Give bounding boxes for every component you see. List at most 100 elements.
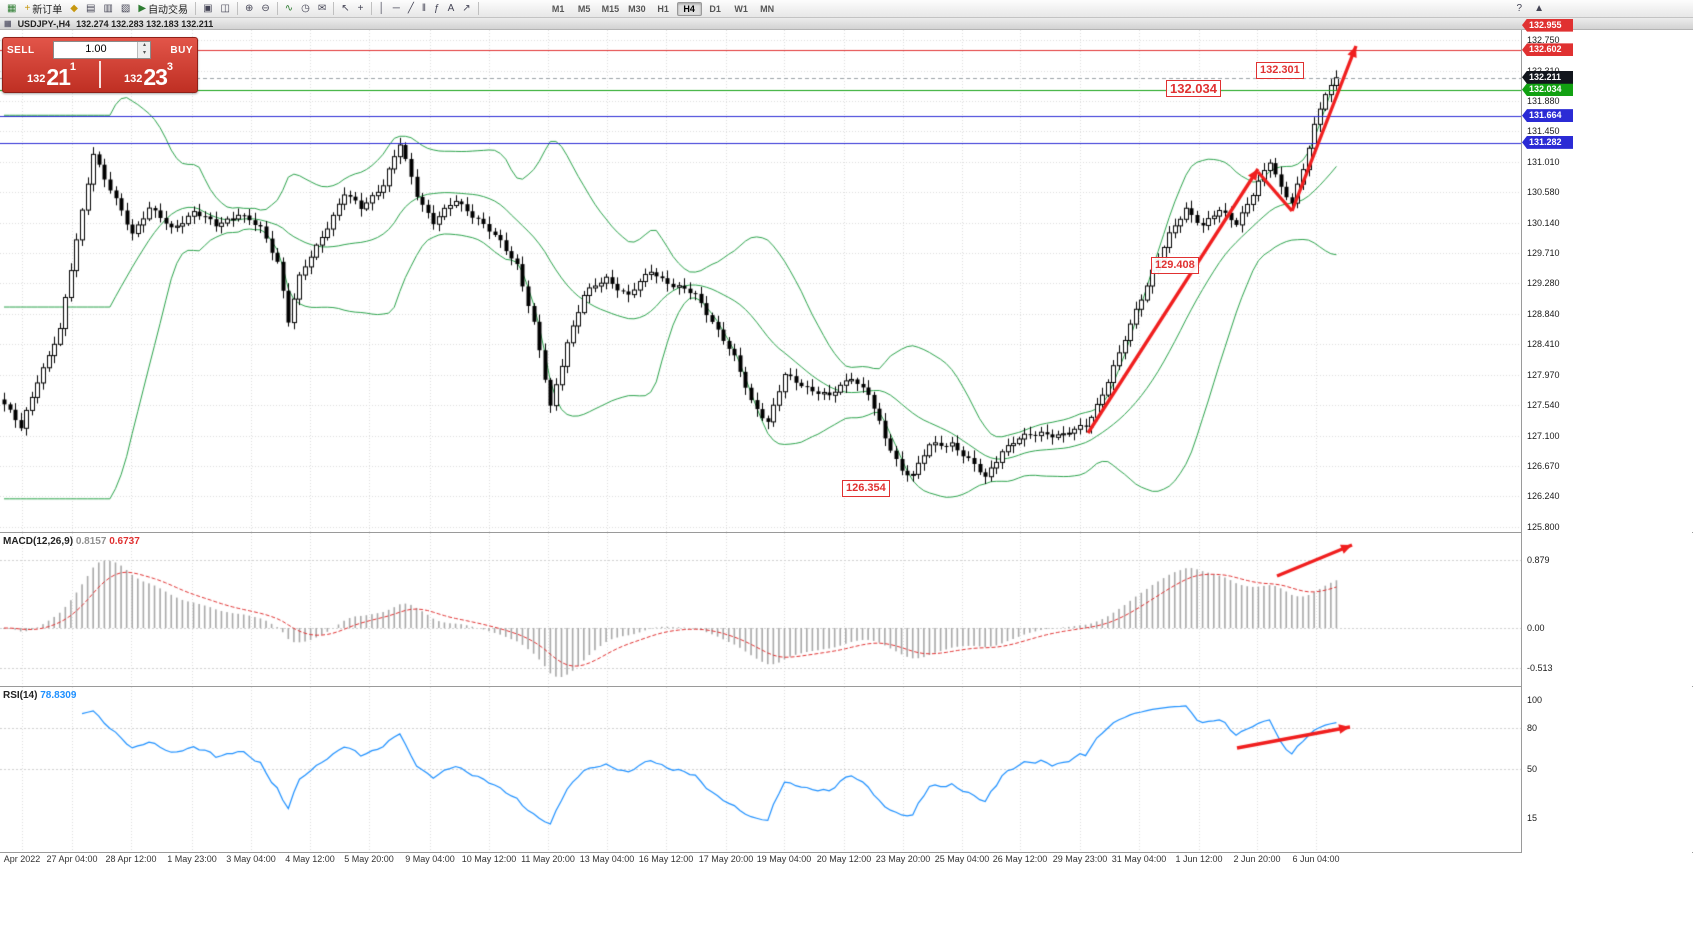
arrow-object-icon: ↗ — [462, 2, 471, 14]
text-label-button[interactable]: A — [444, 0, 459, 17]
data-window-button[interactable]: ▤ — [82, 0, 99, 17]
macd-value-signal: 0.6737 — [109, 536, 140, 547]
timeframe-d1[interactable]: D1 — [709, 3, 721, 14]
price-tick-label: 131.450 — [1527, 126, 1560, 137]
scroll-to-end-icon: ▲ — [1534, 2, 1544, 14]
price-tick-label: 127.970 — [1527, 369, 1560, 380]
toolbar-right-group: ? ▲ — [1513, 0, 1548, 17]
time-axis-label: 3 May 04:00 — [226, 854, 276, 864]
bid-small: 132 — [26, 73, 46, 85]
vertical-line-button[interactable]: │ — [375, 0, 389, 17]
ask-sup: 3 — [166, 61, 174, 73]
clock-button[interactable]: ◷ — [297, 0, 314, 17]
timeframe-m30[interactable]: M30 — [628, 3, 646, 14]
cascade-windows-button[interactable]: ◫ — [217, 0, 234, 17]
timeframe-h4[interactable]: H4 — [676, 1, 702, 16]
macd-axis-label: -0.513 — [1527, 662, 1553, 673]
toolbar-separator — [333, 2, 335, 15]
time-axis-label: 23 May 20:00 — [875, 854, 931, 864]
panel-separator[interactable] — [0, 532, 1693, 533]
new-order-icon: + — [24, 2, 31, 14]
autotrading-button[interactable]: ▶ 自动交易 — [134, 0, 192, 17]
navigator-icon: ▥ — [103, 2, 113, 14]
scroll-to-end-button[interactable]: ▲ — [1530, 0, 1548, 17]
buy-button[interactable]: BUY — [170, 44, 193, 56]
panel-separator[interactable] — [0, 686, 1693, 687]
mail-button[interactable]: ✉ — [314, 0, 330, 17]
horizontal-line-button[interactable]: ─ — [389, 0, 404, 17]
timeframe-m15[interactable]: M15 — [601, 3, 620, 14]
volume-decrease-button[interactable]: ▾ — [138, 50, 151, 58]
price-axis[interactable]: 132.750132.310131.880131.450131.010130.5… — [1522, 18, 1692, 868]
timeframe-h1[interactable]: H1 — [657, 3, 669, 14]
zoom-out-button[interactable]: ⊖ — [257, 0, 273, 17]
tile-windows-icon: ▣ — [203, 2, 213, 14]
trendline-icon: ╱ — [407, 2, 414, 14]
bid-big: 21 — [46, 64, 71, 90]
sell-button[interactable]: SELL — [7, 44, 35, 56]
toolbar-separator — [195, 2, 197, 15]
equidistant-channel-button[interactable]: ‖ — [418, 0, 430, 17]
hline-price-tag: 132.602 — [1522, 43, 1573, 57]
autotrading-label: 自动交易 — [148, 5, 189, 16]
fibonacci-icon: ƒ — [434, 2, 440, 14]
rsi-axis-label: 80 — [1527, 722, 1538, 733]
main-chart-canvas[interactable] — [0, 30, 1521, 532]
new-order-button[interactable]: + 新订单 — [20, 0, 66, 17]
hline-price-tag: 132.034 — [1522, 83, 1573, 97]
time-axis-label: 26 May 12:00 — [992, 854, 1048, 864]
macd-axis-label: 0.00 — [1527, 623, 1545, 633]
crosshair-button[interactable]: + — [354, 0, 368, 17]
rsi-axis-label: 100 — [1527, 695, 1543, 705]
zoom-in-icon: ⊕ — [244, 2, 254, 14]
price-tick-label: 126.670 — [1527, 461, 1560, 472]
trendline-button[interactable]: ╱ — [404, 0, 418, 17]
price-tick-label: 129.280 — [1527, 278, 1560, 289]
macd-panel-canvas[interactable] — [0, 533, 1521, 686]
indicators-icon: ∿ — [284, 2, 294, 14]
time-axis[interactable]: Apr 2022 27 Apr 04:00 28 Apr 12:00 1 May 23… — [0, 853, 1521, 868]
timeframe-m5[interactable]: M5 — [577, 3, 591, 14]
cursor-icon: ↖ — [341, 2, 350, 14]
rsi-panel-canvas[interactable] — [0, 687, 1521, 852]
fibonacci-button[interactable]: ƒ — [430, 0, 444, 17]
arrow-object-button[interactable]: ↗ — [458, 0, 474, 17]
time-axis-label: 19 May 04:00 — [756, 854, 812, 864]
equidistant-channel-icon: ‖ — [421, 2, 427, 14]
cursor-button[interactable]: ↖ — [337, 0, 353, 17]
timeframe-m1[interactable]: M1 — [551, 3, 565, 14]
time-axis-label: 27 Apr 04:00 — [46, 854, 98, 864]
new-chart-button[interactable]: ▦ — [3, 0, 20, 17]
price-tick-label: 127.100 — [1527, 430, 1560, 441]
time-axis-label: 13 May 04:00 — [579, 854, 635, 864]
volume-increase-button[interactable]: ▴ — [138, 42, 151, 50]
price-tick-label: 128.410 — [1527, 339, 1560, 350]
tile-windows-button[interactable]: ▣ — [199, 0, 216, 17]
autotrading-icon: ▶ — [138, 2, 147, 14]
horizontal-line-icon: ─ — [392, 2, 400, 14]
help-button[interactable]: ? — [1513, 0, 1527, 17]
terminal-button[interactable]: ▧ — [117, 0, 134, 17]
volume-input[interactable]: 1.00 ▴ ▾ — [53, 41, 152, 59]
time-axis-label: 29 May 23:00 — [1052, 854, 1108, 864]
timeframe-mn[interactable]: MN — [760, 3, 775, 14]
price-tick-label: 127.540 — [1527, 400, 1560, 411]
price-tick-label: 126.240 — [1527, 491, 1560, 502]
zoom-in-button[interactable]: ⊕ — [241, 0, 257, 17]
price-tick-label: 132.750 — [1527, 35, 1560, 45]
sell-price-button[interactable]: 132 21 1 — [5, 60, 98, 90]
price-axis-separator — [1521, 30, 1522, 852]
navigator-button[interactable]: ▥ — [99, 0, 116, 17]
indicators-button[interactable]: ∿ — [281, 0, 297, 17]
buy-price-button[interactable]: 132 23 3 — [102, 60, 195, 90]
volume-value[interactable]: 1.00 — [85, 43, 107, 55]
current-price-tag: 132.211 — [1522, 70, 1573, 84]
help-icon: ? — [1516, 2, 1523, 14]
hline-price-tag: 131.282 — [1522, 135, 1573, 149]
macd-label: MACD(12,26,9) 0.8157 0.6737 — [3, 536, 140, 547]
timeframe-w1[interactable]: W1 — [734, 3, 748, 14]
timeframe-group: M1 M5 M15 M30 H1 H4 D1 W1 MN — [546, 1, 780, 16]
new-order-label: 新订单 — [32, 5, 63, 16]
time-axis-separator — [0, 852, 1693, 853]
market-watch-button[interactable]: ◆ — [66, 0, 82, 17]
